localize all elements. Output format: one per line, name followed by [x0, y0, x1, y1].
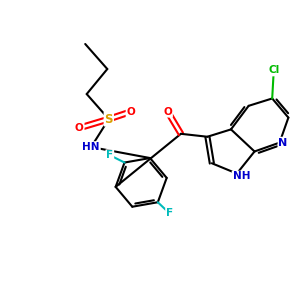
- Text: F: F: [166, 208, 173, 218]
- Text: NH: NH: [232, 172, 250, 182]
- Text: S: S: [104, 112, 113, 126]
- Text: O: O: [127, 107, 135, 117]
- Text: Cl: Cl: [268, 65, 279, 76]
- Text: N: N: [278, 138, 288, 148]
- Text: F: F: [106, 150, 113, 160]
- Text: HN: HN: [82, 142, 100, 152]
- Text: O: O: [75, 123, 84, 133]
- Text: O: O: [163, 107, 172, 117]
